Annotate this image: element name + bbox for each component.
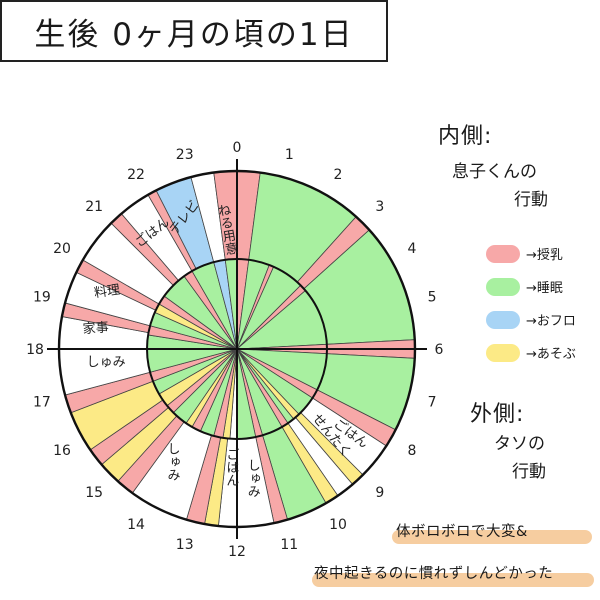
activity-label-gohan-12: ごはん	[223, 447, 238, 486]
hour-label-4: 4	[407, 241, 416, 257]
hour-label-20: 20	[53, 241, 71, 257]
hour-label-23: 23	[176, 147, 194, 163]
legend-play-swatch	[486, 343, 520, 362]
legend-sleep: →睡眠	[486, 277, 576, 296]
legend-bath: →おフロ	[486, 310, 576, 329]
inner-subtitle-1: 息子くんの	[452, 162, 537, 182]
legend-play: →あそぶ	[486, 343, 576, 362]
activity-label-shumi-11: しゅみ	[245, 459, 260, 498]
activity-label-ryouri: 料理	[93, 283, 121, 301]
legend-sleep-swatch	[486, 277, 520, 296]
page-title: 生後 0ヶ月の頃の1日	[0, 0, 388, 62]
hour-label-21: 21	[85, 199, 103, 215]
activity-label-shumi-14: しゅみ	[165, 442, 180, 481]
note-line-1: 体ボロボロで大変&	[396, 524, 528, 540]
hour-label-0: 0	[233, 140, 242, 156]
hour-label-1: 1	[285, 147, 294, 163]
legend-sleep-label: →睡眠	[526, 281, 563, 296]
highlight-1	[392, 530, 592, 544]
note-line-2: 夜中起きるのに慣れずしんどかった	[314, 566, 554, 582]
outer-subtitle-2: 行動	[512, 462, 546, 482]
hour-label-5: 5	[428, 290, 437, 306]
hour-label-16: 16	[53, 443, 71, 459]
inner-legend: →授乳 →睡眠 →おフロ →あそぶ	[486, 244, 576, 362]
legend-play-label: →あそぶ	[526, 347, 576, 362]
hour-label-7: 7	[428, 394, 437, 410]
hour-label-12: 12	[228, 544, 246, 560]
legend-feeding: →授乳	[486, 244, 576, 263]
outer-heading: 外側:	[470, 402, 525, 427]
ring-outlines	[47, 159, 427, 539]
outer-ring-segments	[58, 170, 416, 528]
legend-bath-swatch	[486, 310, 520, 329]
hour-label-17: 17	[33, 394, 51, 410]
legend-bath-label: →おフロ	[526, 314, 576, 329]
legend-feeding-label: →授乳	[526, 248, 563, 263]
hour-label-22: 22	[127, 167, 145, 183]
hour-label-2: 2	[334, 167, 343, 183]
hour-label-8: 8	[407, 443, 416, 459]
hour-label-10: 10	[329, 517, 347, 533]
hour-label-3: 3	[375, 199, 384, 215]
inner-subtitle-2: 行動	[514, 190, 548, 210]
inner-heading: 内側:	[438, 124, 493, 149]
hour-label-6: 6	[435, 342, 444, 358]
hour-label-14: 14	[127, 517, 145, 533]
hour-label-11: 11	[280, 537, 298, 553]
hour-label-19: 19	[33, 290, 51, 306]
activity-label-shumi-17: しゅみ	[87, 355, 126, 370]
hour-label-18: 18	[26, 342, 44, 358]
hour-label-9: 9	[375, 485, 384, 501]
highlight-2	[312, 573, 594, 587]
hour-label-13: 13	[176, 537, 194, 553]
legend-feeding-swatch	[486, 244, 520, 263]
activity-label-kaji: 家事	[82, 319, 109, 337]
outer-subtitle-1: タソの	[494, 434, 545, 454]
hour-label-15: 15	[85, 485, 103, 501]
